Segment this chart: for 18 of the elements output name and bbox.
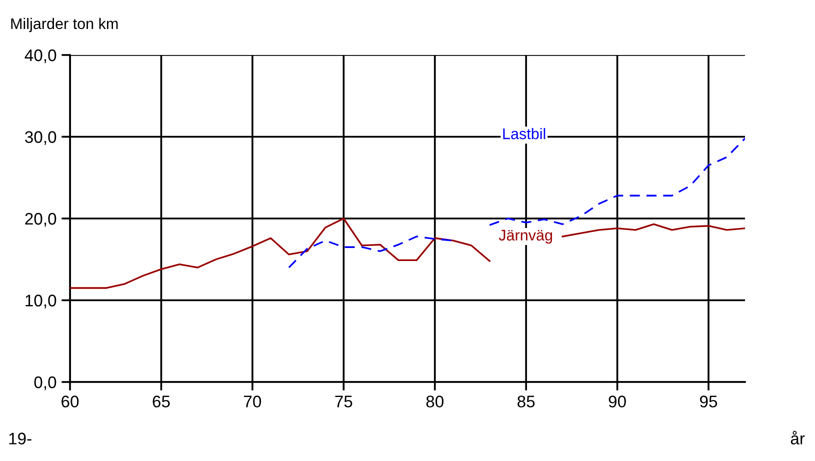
x-tick-label: 80: [426, 396, 444, 408]
text: Lastbil: [503, 128, 546, 140]
x-tick-label: 70: [244, 396, 262, 408]
x-axis-title: år: [790, 430, 805, 444]
y-tick-label: 30,0: [25, 131, 56, 145]
y-tick-label: 10,0: [26, 294, 56, 308]
y-axis-title: Miljarder ton km: [11, 18, 118, 32]
y-tick-label: 20,0: [25, 212, 56, 227]
y-tick-label: 0,0: [34, 376, 56, 390]
text: 19-: [9, 432, 32, 444]
y-tick-label: 40,0: [24, 49, 56, 64]
series-label: Järnväg: [498, 230, 552, 244]
x-tick-label: 65: [152, 396, 170, 408]
x-tick-label: 60: [62, 396, 79, 408]
x-tick-label: 75: [335, 396, 352, 408]
x-tick-label: 95: [700, 396, 718, 408]
x-tick-label: 85: [518, 396, 535, 408]
x-tick-label: 90: [608, 396, 626, 408]
